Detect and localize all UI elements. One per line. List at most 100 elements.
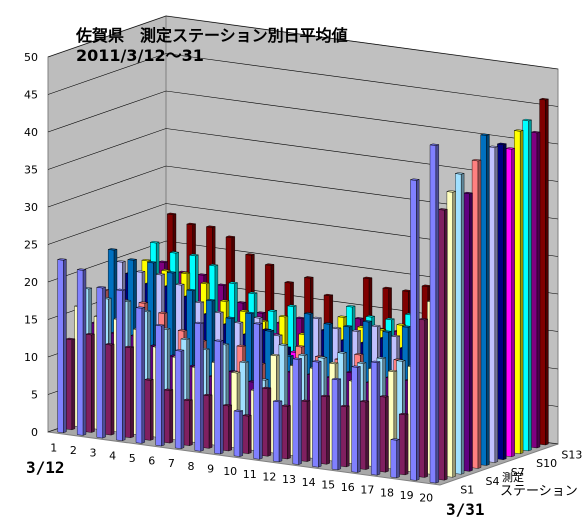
bar-front <box>331 378 339 471</box>
depth-tick-label: S4 <box>486 475 500 488</box>
bar-top <box>354 353 364 356</box>
bar-side <box>278 400 283 463</box>
bar-top <box>96 286 106 289</box>
bar <box>418 317 428 478</box>
bar-top <box>312 360 322 363</box>
bar-front <box>124 346 131 439</box>
bar-side <box>416 179 420 481</box>
bar-top <box>284 281 294 284</box>
bar-side <box>102 286 106 439</box>
bar-front <box>253 323 260 460</box>
date-start-label: 3/12 <box>26 458 65 477</box>
bar-front <box>351 366 358 473</box>
bar-top <box>287 304 297 307</box>
bar-top <box>167 212 177 215</box>
bar-top <box>189 253 199 257</box>
bar-side <box>267 387 272 457</box>
bar-top <box>253 322 263 325</box>
bar <box>57 258 67 434</box>
bar-side <box>385 395 389 473</box>
bar-top <box>463 191 473 195</box>
bar-top <box>234 321 244 324</box>
bar-side <box>220 340 224 455</box>
z-tick-label: 35 <box>24 164 38 177</box>
bar-top <box>220 299 230 302</box>
bar-top <box>144 378 154 381</box>
bar-top <box>429 143 439 146</box>
bar-top <box>390 438 400 441</box>
bar-top <box>346 304 356 308</box>
bar-front <box>183 399 190 446</box>
date-end-label: 3/31 <box>446 500 485 519</box>
bar <box>463 191 473 472</box>
bar-side <box>180 349 185 449</box>
bar-front <box>163 389 171 444</box>
bar-top <box>200 281 210 285</box>
bar-top <box>343 324 353 328</box>
bar <box>194 321 204 452</box>
bar-front <box>514 130 521 455</box>
bar-side <box>82 269 87 436</box>
bar-top <box>116 260 126 263</box>
x-tick-label: 1 <box>50 441 57 454</box>
x-axis-ticks: 1 2 3 4 5 6 7 8 9 10 11 12 13 14 15 16 17 18 19 20 <box>50 441 433 504</box>
bar <box>399 412 409 476</box>
bar-side <box>396 439 400 479</box>
bar-top <box>161 269 171 272</box>
bar <box>65 337 76 431</box>
bar-front <box>281 405 288 460</box>
x-tick-label: 10 <box>223 465 237 478</box>
depth-tick-label: S7 <box>511 466 525 479</box>
bar-top <box>194 300 204 304</box>
bar-top <box>505 147 515 150</box>
bar-top <box>446 190 456 193</box>
bar-front <box>57 259 64 434</box>
bar-side <box>365 400 370 470</box>
bar-front <box>429 144 437 484</box>
bar-side <box>141 307 146 444</box>
bar <box>390 438 400 479</box>
bar <box>222 403 232 452</box>
bar-top <box>363 276 373 279</box>
bar-top <box>155 273 165 276</box>
bar-side <box>494 146 498 463</box>
bar-top <box>147 260 157 264</box>
bar-top <box>365 315 375 318</box>
bar-top <box>371 360 381 363</box>
bar <box>85 332 95 433</box>
bar-front <box>446 191 453 478</box>
bar-side <box>239 410 244 457</box>
bar-side <box>169 389 174 444</box>
bar-front <box>480 134 487 466</box>
depth-tick-label: S1 <box>460 484 474 497</box>
bar-front <box>301 400 308 462</box>
bar-top <box>488 145 498 148</box>
bar-front <box>65 338 73 431</box>
bar <box>301 399 311 462</box>
bar-front <box>292 358 299 465</box>
bar <box>488 145 498 463</box>
bar-top <box>183 398 193 401</box>
bar-top <box>85 332 95 336</box>
gridline <box>47 203 559 257</box>
bar-top <box>105 343 115 346</box>
bar-side <box>528 119 532 452</box>
bar <box>497 142 507 460</box>
bar-top <box>194 321 204 325</box>
chart-title-line2: 2011/3/12〜31 <box>76 46 204 65</box>
x-tick-label: 14 <box>302 476 316 489</box>
bar-front <box>488 146 496 463</box>
bar-front <box>202 394 210 449</box>
bar-top <box>233 409 243 412</box>
bar-side <box>110 343 115 436</box>
bar-top <box>248 291 258 295</box>
bar-side <box>346 405 350 468</box>
bar-top <box>231 371 241 374</box>
bar-side <box>71 338 76 431</box>
bar-side <box>536 131 541 449</box>
x-tick-label: 20 <box>419 492 433 505</box>
bar <box>471 158 482 469</box>
bar-side <box>452 190 456 478</box>
bar-top <box>292 357 302 360</box>
